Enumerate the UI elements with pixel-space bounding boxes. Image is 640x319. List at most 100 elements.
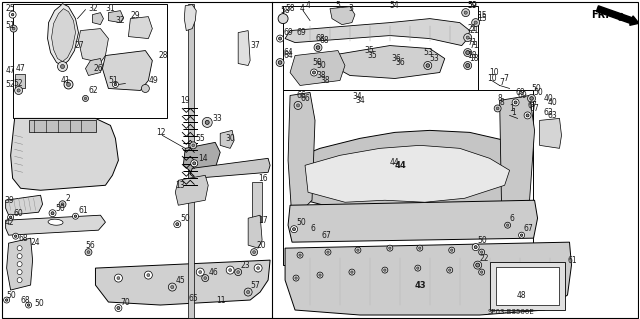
Polygon shape (184, 5, 196, 31)
Circle shape (349, 269, 355, 275)
Circle shape (481, 251, 483, 253)
Circle shape (447, 267, 452, 273)
Circle shape (530, 97, 533, 100)
Text: 17: 17 (258, 216, 268, 225)
Text: 21: 21 (468, 24, 477, 33)
Text: 8: 8 (498, 94, 502, 103)
Circle shape (278, 14, 288, 24)
Circle shape (113, 81, 118, 87)
Bar (490, 262, 564, 310)
Text: 46: 46 (208, 268, 218, 277)
Text: 37: 37 (250, 41, 260, 50)
Text: 59: 59 (468, 1, 477, 10)
Text: 54: 54 (390, 1, 399, 10)
Polygon shape (175, 175, 208, 205)
FancyArrow shape (596, 6, 639, 25)
Text: 68: 68 (315, 34, 324, 43)
Polygon shape (11, 118, 118, 190)
Circle shape (17, 246, 22, 251)
Circle shape (115, 274, 122, 282)
Circle shape (506, 224, 509, 226)
Circle shape (17, 262, 22, 267)
Text: 68: 68 (320, 36, 330, 45)
Text: 64: 64 (283, 48, 293, 57)
Circle shape (474, 261, 482, 269)
Circle shape (496, 107, 499, 110)
Text: 6: 6 (310, 224, 315, 233)
Circle shape (292, 228, 296, 231)
Circle shape (168, 283, 176, 291)
Circle shape (297, 252, 303, 258)
Circle shape (59, 201, 66, 208)
Text: 71: 71 (470, 41, 479, 50)
Text: 33: 33 (212, 114, 222, 123)
Circle shape (253, 251, 255, 254)
Bar (188, 4, 195, 318)
Polygon shape (540, 118, 561, 148)
Text: 51: 51 (108, 76, 118, 85)
Text: 35: 35 (364, 46, 374, 55)
Circle shape (524, 112, 531, 119)
Text: 16: 16 (258, 174, 268, 183)
Circle shape (291, 226, 298, 233)
Text: 14: 14 (198, 154, 208, 163)
Circle shape (316, 46, 320, 49)
Text: 15: 15 (477, 11, 487, 20)
Text: 56: 56 (86, 241, 95, 250)
Circle shape (466, 63, 470, 68)
Text: 2: 2 (65, 194, 70, 203)
Text: 18: 18 (468, 51, 477, 60)
Text: 63: 63 (548, 111, 557, 120)
Polygon shape (500, 95, 534, 210)
Circle shape (202, 275, 209, 282)
Circle shape (67, 83, 70, 86)
Polygon shape (129, 17, 152, 39)
Text: 50: 50 (180, 214, 190, 223)
Circle shape (325, 249, 331, 255)
Text: 45: 45 (175, 276, 185, 285)
Text: 30: 30 (225, 134, 235, 143)
Text: 35: 35 (368, 51, 378, 60)
Text: 50: 50 (56, 204, 65, 213)
Polygon shape (92, 13, 104, 25)
Polygon shape (288, 200, 538, 242)
Circle shape (246, 291, 250, 294)
Polygon shape (79, 29, 108, 63)
Text: 12: 12 (156, 128, 166, 137)
Text: 69: 69 (296, 28, 306, 37)
Circle shape (74, 215, 77, 218)
Polygon shape (86, 58, 102, 76)
Text: 21: 21 (470, 26, 479, 35)
Circle shape (87, 251, 90, 254)
Circle shape (257, 267, 260, 270)
Text: 67: 67 (322, 231, 332, 240)
Polygon shape (290, 50, 345, 85)
Text: 66: 66 (300, 94, 310, 103)
Circle shape (312, 71, 316, 74)
Circle shape (117, 277, 120, 279)
Circle shape (237, 271, 239, 273)
Circle shape (424, 62, 432, 70)
Circle shape (190, 142, 196, 149)
Circle shape (17, 89, 20, 92)
Polygon shape (330, 46, 445, 78)
Circle shape (295, 277, 297, 279)
Text: 60: 60 (13, 209, 24, 218)
Text: 24: 24 (31, 238, 40, 247)
Circle shape (199, 271, 202, 274)
Text: 58: 58 (285, 4, 294, 13)
Bar (29, 120, 97, 132)
Circle shape (10, 25, 17, 32)
Text: 68: 68 (20, 295, 30, 305)
Circle shape (12, 13, 14, 16)
Circle shape (72, 213, 79, 219)
Bar (13, 4, 167, 118)
Text: 44: 44 (390, 158, 399, 167)
Circle shape (294, 101, 302, 109)
Circle shape (474, 21, 477, 24)
Circle shape (526, 114, 529, 117)
Text: 11: 11 (216, 295, 226, 305)
Text: 15: 15 (477, 14, 487, 23)
Bar (252, 182, 262, 222)
Text: 34: 34 (355, 96, 365, 105)
